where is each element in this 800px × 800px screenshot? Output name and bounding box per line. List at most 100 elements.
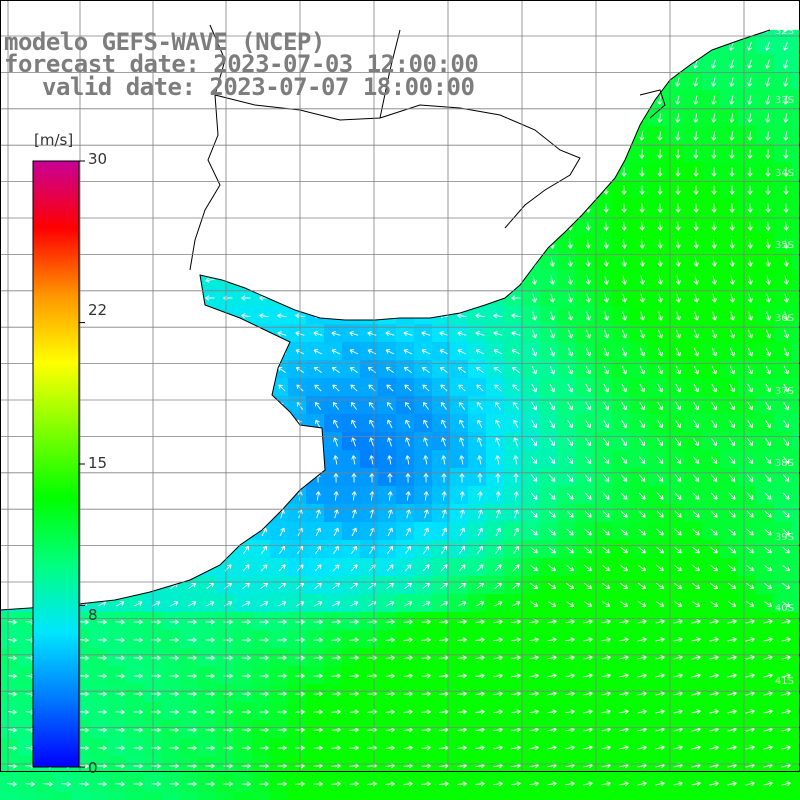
wind-cell [702,162,720,180]
wind-cell [450,594,468,612]
wind-arrow [711,185,717,195]
wind-cell [684,432,702,450]
wind-cell [378,666,396,684]
wind-arrow [711,329,717,339]
wind-arrow [692,492,700,500]
wind-arrow [97,619,107,625]
wind-arrow [241,727,251,733]
wind-arrow [711,203,717,213]
wind-cell [378,432,396,450]
wind-cell [414,630,432,648]
wind-arrow [495,509,501,519]
wind-arrow [765,329,771,339]
wind-arrow [259,673,269,679]
wind-cell [90,666,108,684]
wind-arrow [747,293,753,303]
wind-cell [774,36,792,54]
wind-cell [540,486,558,504]
wind-arrow [511,691,521,697]
wind-arrow [405,437,411,447]
wind-cell [792,108,800,126]
wind-cell [342,612,360,630]
wind-arrow [315,545,322,554]
wind-arrow [746,492,754,500]
wind-cell [648,414,666,432]
wind-cell [630,216,648,234]
wind-arrow [349,745,359,751]
wind-arrow [187,781,197,787]
wind-cell [18,774,36,792]
wind-cell [288,576,306,594]
wind-arrow [638,456,646,464]
wind-arrow [765,239,771,249]
wind-arrow [97,691,107,697]
colorbar-tick-0: 0 [88,759,98,777]
wind-cell [306,486,324,504]
wind-arrow [620,474,628,482]
wind-arrow [133,673,143,679]
wind-arrow [531,275,537,285]
wind-cell [684,684,702,702]
wind-arrow [548,510,556,518]
wind-cell [738,108,756,126]
wind-arrow [674,510,682,518]
wind-cell [702,504,720,522]
wind-cell [342,522,360,540]
wind-arrow [531,401,537,411]
wind-arrow [350,564,358,572]
wind-arrow [621,293,627,303]
wind-cell [486,702,504,720]
wind-cell [90,720,108,738]
wind-arrow [601,637,611,643]
wind-arrow [638,510,646,518]
wind-arrow [405,473,411,483]
wind-arrow [639,347,645,357]
wind-arrow [729,275,735,285]
wind-cell [666,216,684,234]
wind-cell [198,756,216,774]
wind-arrow [727,709,737,715]
wind-cell [612,648,630,666]
wind-arrow [621,257,627,267]
wind-cell [126,774,144,792]
wind-cell [594,594,612,612]
wind-cell [702,720,720,738]
wind-cell [666,738,684,756]
wind-arrow [475,673,485,679]
wind-cell [756,756,774,774]
wind-arrow [205,655,215,661]
wind-cell [378,720,396,738]
lat-label: 34S [774,168,794,179]
wind-cell [774,108,792,126]
wind-cell [414,486,432,504]
wind-cell [576,756,594,774]
lat-label: 41S [774,676,794,687]
wind-arrow [729,203,735,213]
wind-cell [468,684,486,702]
wind-cell [450,468,468,486]
wind-arrow [567,257,573,267]
wind-cell [774,684,792,702]
wind-arrow [621,365,627,375]
wind-arrow [675,185,681,195]
wind-cell [162,756,180,774]
wind-cell [756,36,774,54]
wind-cell [504,486,522,504]
wind-arrow [315,491,321,501]
wind-cell [342,414,360,432]
wind-cell [324,666,342,684]
wind-cell [216,738,234,756]
wind-cell [648,378,666,396]
wind-cell [216,576,234,594]
wind-cell [720,720,738,738]
wind-arrow [385,709,395,715]
wind-arrow [423,545,430,554]
wind-arrow [223,745,233,751]
wind-arrow [657,383,663,393]
wind-cell [666,414,684,432]
wind-cell [756,396,774,414]
wind-cell [702,522,720,540]
wind-cell [666,198,684,216]
wind-arrow [710,546,718,554]
wind-cell [0,738,18,756]
